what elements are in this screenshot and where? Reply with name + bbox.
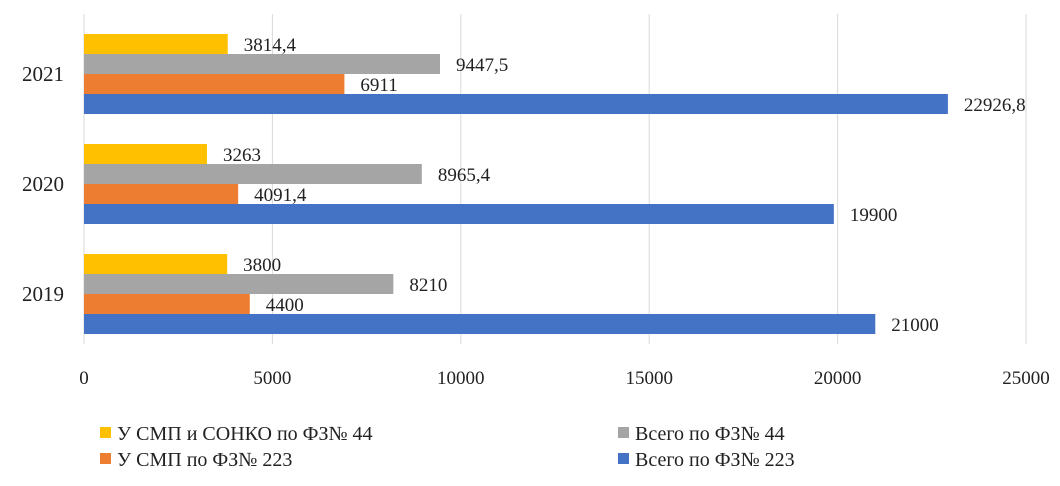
data-label: 8210 <box>409 275 447 296</box>
legend-swatch <box>618 453 629 464</box>
bar <box>84 34 228 54</box>
legend-swatch <box>100 453 111 464</box>
category-label: 2021 <box>22 62 64 86</box>
category-labels: 2019 2020 2021 <box>22 62 64 306</box>
bar <box>84 94 948 114</box>
data-label: 19900 <box>850 205 898 226</box>
legend-swatch <box>100 427 111 438</box>
x-tick-label: 25000 <box>1002 368 1050 389</box>
data-label: 9447,5 <box>456 55 508 76</box>
data-label: 3814,4 <box>244 35 297 56</box>
data-label: 3800 <box>243 255 281 276</box>
x-tick-label: 5000 <box>253 368 291 389</box>
x-tick-label: 0 <box>79 368 89 389</box>
legend-label: Всего по ФЗ№ 44 <box>635 423 785 445</box>
data-label: 3263 <box>223 145 261 166</box>
data-label: 21000 <box>891 315 939 336</box>
bar <box>84 314 876 334</box>
x-tick-label: 10000 <box>437 368 485 389</box>
data-label: 22926,8 <box>964 95 1026 116</box>
bar <box>84 184 239 204</box>
legend-swatch <box>618 427 629 438</box>
bar <box>84 164 422 184</box>
bars <box>84 34 948 334</box>
x-tick-label: 20000 <box>814 368 862 389</box>
x-axis-ticks: 0 5000 10000 15000 20000 25000 <box>79 368 1050 389</box>
legend-label: Всего по ФЗ№ 223 <box>635 449 795 471</box>
data-labels: 3800 8210 4400 21000 3263 8965,4 4091,4 19900 38… <box>223 35 1026 336</box>
category-label: 2020 <box>22 172 64 196</box>
bar <box>84 54 440 74</box>
bar <box>84 294 250 314</box>
legend: У СМП и СОНКО по ФЗ№ 44 Всего по ФЗ№ 44 У … <box>100 423 795 471</box>
data-label: 8965,4 <box>438 165 491 186</box>
bar <box>84 204 834 224</box>
legend-label: У СМП по ФЗ№ 223 <box>117 449 292 471</box>
data-label: 6911 <box>360 75 397 96</box>
bar <box>84 274 394 294</box>
bar <box>84 254 228 274</box>
data-label: 4091,4 <box>254 185 307 206</box>
bar <box>84 144 207 164</box>
category-label: 2019 <box>22 282 64 306</box>
x-tick-label: 15000 <box>625 368 673 389</box>
bar <box>84 74 345 94</box>
data-label: 4400 <box>266 295 304 316</box>
legend-label: У СМП и СОНКО по ФЗ№ 44 <box>117 423 373 445</box>
